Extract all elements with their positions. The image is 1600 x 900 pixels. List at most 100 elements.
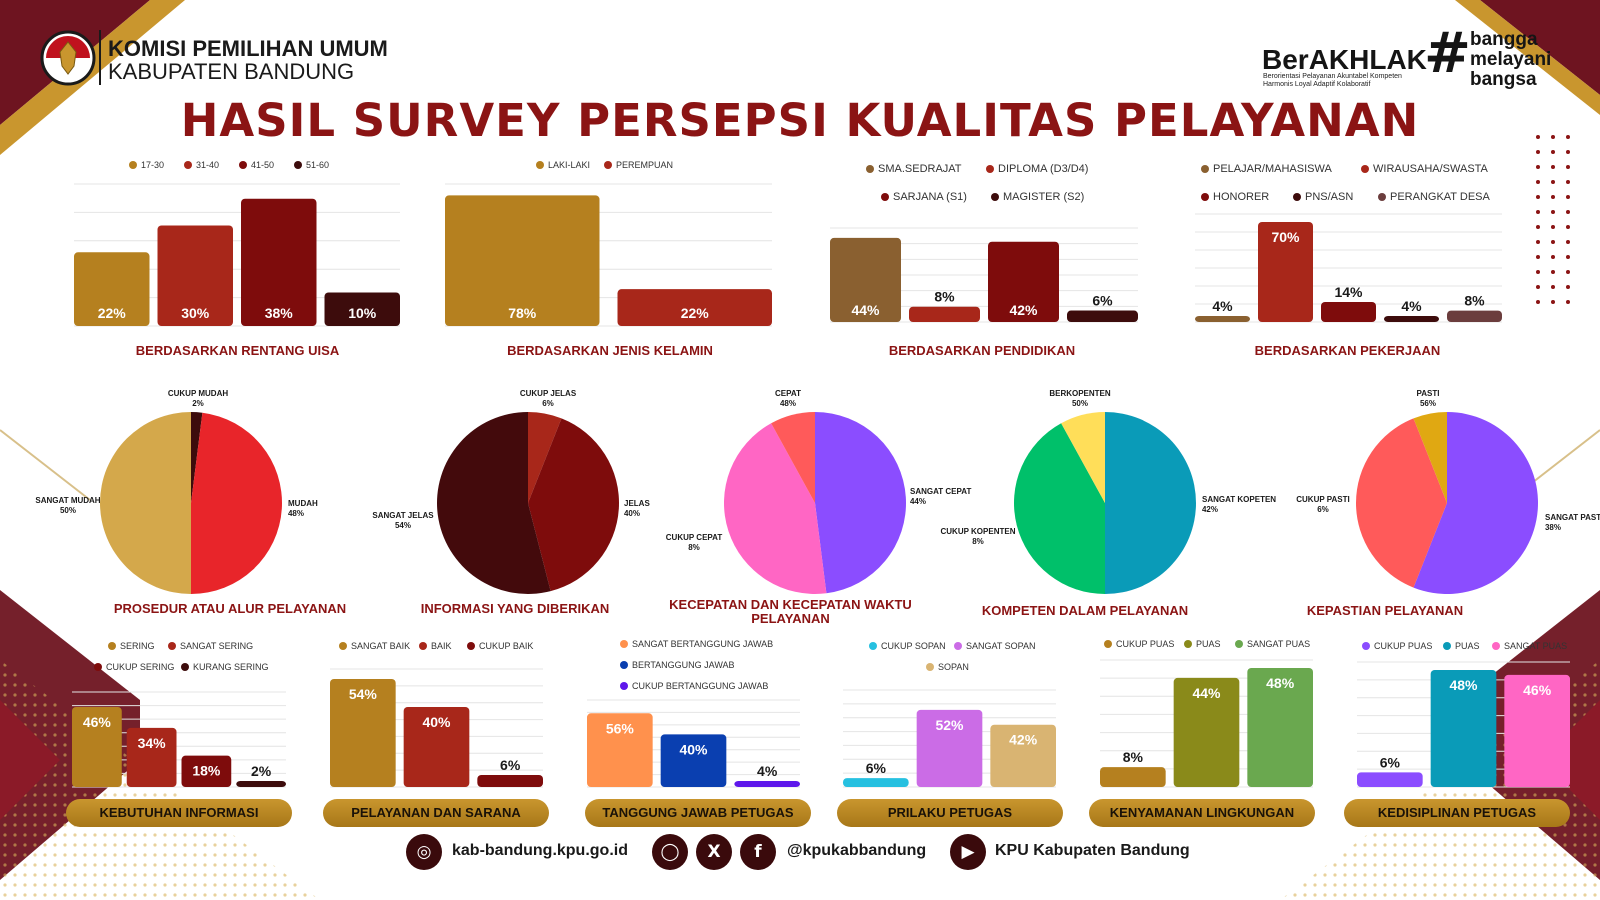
footer-youtube[interactable]: KPU Kabupaten Bandung <box>995 842 1190 859</box>
slice-label: JELAS <box>624 499 650 508</box>
slice-value: 48% <box>780 399 796 408</box>
chart-title-kompeten: KOMPETEN DALAM PELAYANAN <box>981 603 1189 618</box>
facebook-icon[interactable]: f <box>740 834 776 870</box>
data-label: 78% <box>508 305 537 321</box>
legend-label: KURANG SERING <box>193 662 269 672</box>
slice-value: 44% <box>910 497 926 506</box>
chart-title-kedisiplinan: KEDISIPLINAN PETUGAS <box>1344 799 1570 827</box>
instagram-icon[interactable]: ◯ <box>652 834 688 870</box>
pie-slice <box>100 412 191 594</box>
data-label: 22% <box>98 305 127 321</box>
chart-title-usia: BERDASARKAN RENTANG UISA <box>135 343 340 358</box>
berakhlak-tagline-2: Harmonis Loyal Adaptif Kolaboratif <box>1263 81 1371 88</box>
org-name-line2: KABUPATEN BANDUNG <box>108 59 355 84</box>
pie-slice <box>437 412 551 594</box>
slice-value: 50% <box>60 506 76 515</box>
legend-swatch <box>604 161 612 169</box>
footer-website[interactable]: kab-bandung.kpu.go.id <box>452 842 628 859</box>
bar <box>126 727 177 787</box>
slice-label: SANGAT MUDAH <box>35 496 100 505</box>
slogan-line-1: bangga <box>1470 29 1538 50</box>
bar <box>324 292 400 326</box>
bar <box>1430 670 1497 787</box>
bar <box>617 289 772 326</box>
legend-label: LAKI-LAKI <box>548 160 590 170</box>
legend-label: SANGAT PUAS <box>1247 639 1310 649</box>
pie-slice <box>1014 423 1105 594</box>
legend-label: SANGAT SERING <box>180 641 253 651</box>
x-icon[interactable]: X <box>696 834 732 870</box>
legend-label: 17-30 <box>141 160 164 170</box>
chart-title-prilaku: PRILAKU PETUGAS <box>837 799 1063 827</box>
youtube-icon[interactable]: ▶ <box>950 834 986 870</box>
chart-title-kecepatan: KECEPATAN DAN KECEPATAN WAKTU PELAYANAN <box>669 597 912 626</box>
bar <box>236 781 286 787</box>
bar <box>1173 677 1240 787</box>
bar <box>988 241 1059 322</box>
footer-social-handle[interactable]: @kpukabbandung <box>787 842 927 859</box>
data-label: 8% <box>934 289 955 305</box>
slice-label: CEPAT <box>775 389 801 398</box>
legend-swatch <box>1201 193 1209 201</box>
legend-swatch <box>239 161 247 169</box>
bar <box>1504 674 1570 787</box>
legend-swatch <box>881 193 889 201</box>
legend-swatch <box>294 161 302 169</box>
legend-swatch <box>184 161 192 169</box>
legend-swatch <box>1443 642 1451 650</box>
bar <box>660 734 727 787</box>
legend-label: CUKUP BAIK <box>479 641 533 651</box>
data-label: 48% <box>1449 677 1478 693</box>
globe-icon[interactable]: ◎ <box>406 834 442 870</box>
legend-swatch <box>869 642 877 650</box>
legend-label: SANGAT SOPAN <box>966 641 1036 651</box>
data-label: 8% <box>1123 749 1144 765</box>
legend-label: CUKUP PUAS <box>1116 639 1174 649</box>
legend-swatch <box>620 640 628 648</box>
slice-label: CUKUP MUDAH <box>168 389 229 398</box>
bar <box>1447 310 1502 322</box>
kpu-logo <box>40 30 96 86</box>
legend-swatch <box>1361 165 1369 173</box>
bar <box>830 237 901 322</box>
slice-value: 6% <box>1317 505 1329 514</box>
bar <box>157 225 233 326</box>
slice-value: 2% <box>192 399 204 408</box>
data-label: 4% <box>757 763 778 779</box>
page-title: HASIL SURVEY PERSEPSI KUALITAS PELAYANAN <box>180 94 1420 147</box>
chart-title-prosedur: PROSEDUR ATAU ALUR PELAYANAN <box>113 601 347 616</box>
data-label: 56% <box>606 720 635 736</box>
slice-value: 54% <box>395 521 411 530</box>
bar <box>587 713 653 787</box>
pie-slice <box>1413 412 1539 595</box>
pie-slice <box>771 412 815 503</box>
data-label: 54% <box>349 686 378 702</box>
bar <box>181 755 232 787</box>
pie-slice <box>528 418 619 592</box>
legend-label: HONORER <box>1213 191 1269 203</box>
data-label: 18% <box>192 763 221 779</box>
bar <box>74 252 150 326</box>
data-label: 44% <box>1192 685 1221 701</box>
data-label: 2% <box>251 763 272 779</box>
chart-title-tanggung-jawab: TANGGUNG JAWAB PETUGAS <box>585 799 811 827</box>
slice-value: 42% <box>1202 505 1218 514</box>
legend-label: 41-50 <box>251 160 274 170</box>
legend-swatch <box>991 193 999 201</box>
data-label: 6% <box>866 760 887 776</box>
data-label: 46% <box>1523 682 1552 698</box>
data-label: 52% <box>935 717 964 733</box>
org-name-line1: KOMISI PEMILIHAN UMUM <box>108 36 388 61</box>
legend-label: CUKUP PUAS <box>1374 641 1432 651</box>
data-label: 4% <box>1401 298 1422 314</box>
legend-label: SMA.SEDRAJAT <box>878 163 962 175</box>
slice-label: CUKUP PASTI <box>1296 495 1350 504</box>
chart-title-jenis-kelamin: BERDASARKAN JENIS KELAMIN <box>507 343 713 358</box>
slice-value: 38% <box>1545 523 1561 532</box>
chart-title-kepastian: KEPASTIAN PELAYANAN <box>1306 603 1464 618</box>
legend-label: PNS/ASN <box>1305 191 1353 203</box>
bar <box>1195 316 1250 322</box>
slice-value: 6% <box>542 399 554 408</box>
bar <box>990 724 1056 787</box>
